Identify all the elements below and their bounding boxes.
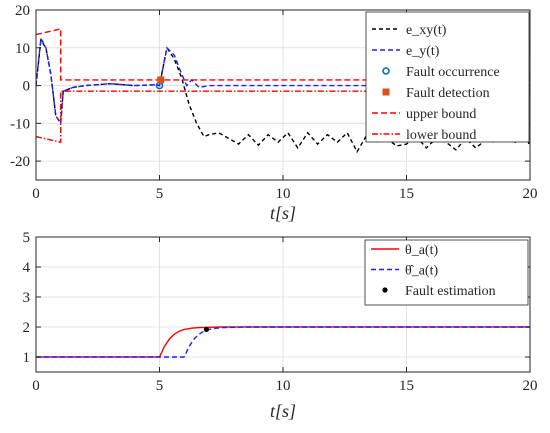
bottom-axes: 0 5 10 15 20 1 2 3 4 5 t[s] θ_a(t) θ̂_a(t) Fault esti… (23, 230, 538, 421)
y-tick-label: 1 (23, 350, 31, 366)
legend-label: θ̂_a(t) (405, 264, 438, 279)
series-line (36, 38, 530, 154)
x-tick-label: 5 (156, 378, 164, 394)
legend-box (364, 239, 529, 306)
legend: e_xy(t) e_y(t) Fault occurrence Fault detec… (365, 11, 530, 143)
plot-area (36, 326, 530, 358)
legend-swatch (382, 67, 390, 75)
series-line (36, 35, 530, 126)
legend-box (365, 11, 530, 143)
legend-label: θ_a(t) (405, 243, 438, 258)
series-line (36, 28, 530, 81)
x-tick-label: 5 (156, 186, 164, 202)
legend-label: upper bound (406, 107, 476, 122)
x-tick-label: 10 (276, 186, 291, 202)
series-line (36, 90, 530, 144)
legend-label: e_y(t) (406, 44, 440, 59)
x-tick-label: 0 (32, 186, 40, 202)
top-axes: 0 5 10 15 20 -20 -10 0 10 20 t[s] e_xy(t) e_y(t) Faul… (10, 3, 538, 223)
y-tick-label: 5 (23, 230, 31, 246)
x-tick-label: 0 (32, 378, 40, 394)
y-tick-label: -10 (10, 116, 30, 132)
y-tick-label: 0 (23, 79, 31, 95)
x-tick-label: 10 (276, 378, 291, 394)
x-tick-label: 15 (399, 186, 414, 202)
legend-swatch (382, 88, 390, 96)
y-tick-label: 4 (23, 260, 31, 276)
y-tick-label: 2 (23, 320, 31, 336)
series-line (36, 326, 530, 358)
plot-area (36, 28, 530, 154)
x-axis-label: t[s] (270, 203, 296, 223)
y-tick-label: -20 (10, 154, 30, 170)
fault-estimation-marker (203, 326, 210, 332)
x-tick-label: 20 (523, 186, 538, 202)
legend-label: Fault estimation (405, 284, 496, 299)
x-tick-label: 15 (399, 378, 414, 394)
y-tick-label: 3 (23, 290, 31, 306)
x-axis-label: t[s] (270, 401, 296, 421)
legend-label: Fault detection (406, 86, 490, 101)
legend-label: e_xy(t) (406, 23, 447, 38)
legend-label: lower bound (406, 128, 476, 143)
y-tick-label: 10 (15, 41, 30, 57)
legend-swatch (382, 287, 388, 293)
x-tick-label: 20 (523, 378, 538, 394)
legend: θ_a(t) θ̂_a(t) Fault estimation (364, 239, 529, 306)
y-tick-label: 20 (15, 3, 30, 19)
fault-detection-marker (157, 76, 165, 84)
legend-label: Fault occurrence (406, 65, 500, 80)
